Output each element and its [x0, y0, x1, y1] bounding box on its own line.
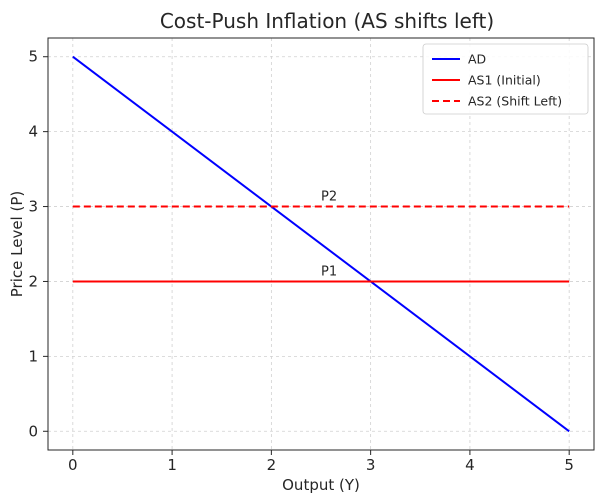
y-tick-label: 2 — [28, 272, 38, 290]
y-tick-label: 5 — [28, 48, 38, 66]
x-tick-label: 1 — [167, 456, 177, 474]
chart-title: Cost-Push Inflation (AS shifts left) — [160, 9, 494, 33]
plot-series — [72, 55, 570, 433]
y-tick-label: 4 — [28, 123, 38, 141]
annotation-p2: P2 — [321, 190, 337, 205]
legend-label: AS1 (Initial) — [468, 73, 541, 88]
x-tick-label: 3 — [366, 456, 376, 474]
x-tick-label: 2 — [267, 456, 277, 474]
axis-ticks: 0 1 2 3 4 5 0 1 2 3 4 5 — [28, 48, 574, 474]
x-tick-label: 5 — [564, 456, 574, 474]
y-axis-label: Price Level (P) — [8, 191, 26, 297]
annotations: P1 P2 — [321, 190, 337, 280]
annotation-p1: P1 — [321, 264, 337, 279]
x-tick-label: 0 — [68, 456, 78, 474]
y-tick-label: 0 — [28, 422, 38, 440]
legend-label: AD — [468, 52, 486, 67]
plot-frame — [47, 37, 595, 451]
y-tick-label: 1 — [28, 347, 38, 365]
series-line-ad — [72, 55, 570, 433]
legend-label: AS2 (Shift Left) — [468, 94, 562, 109]
x-tick-label: 4 — [465, 456, 475, 474]
legend-box — [422, 43, 589, 115]
legend: AD AS1 (Initial) AS2 (Shift Left) — [422, 43, 589, 115]
y-tick-label: 3 — [28, 198, 38, 216]
x-axis-label: Output (Y) — [282, 476, 360, 493]
